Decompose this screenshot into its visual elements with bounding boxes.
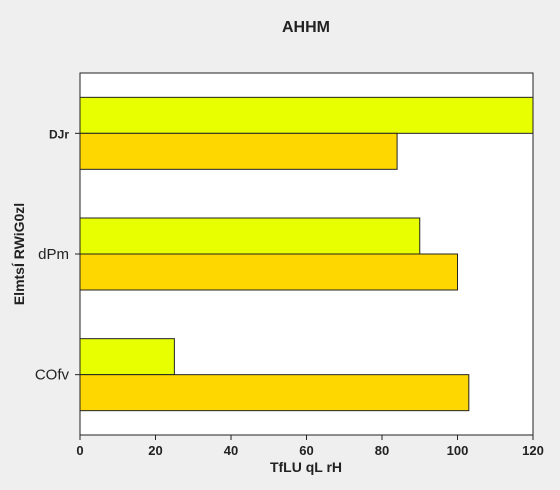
y-category-label: COfv <box>35 367 70 384</box>
x-tick-label: 0 <box>76 443 83 458</box>
bar-COfv-series-2 <box>79 374 470 412</box>
bar-dPm-series-2 <box>79 253 458 291</box>
y-category-label: DJr <box>49 127 69 141</box>
bar-DJr-series-2 <box>79 132 398 170</box>
bars-group <box>79 96 534 412</box>
bar-COfv-series-1 <box>79 338 175 376</box>
x-axis-label: TfLU qL rH <box>270 459 342 475</box>
x-tick-label: 40 <box>224 443 238 458</box>
x-tick-label: 100 <box>447 443 469 458</box>
bar-DJr-series-1 <box>79 96 534 134</box>
chart-title: AHHM <box>282 19 330 36</box>
x-axis-ticks: 0 20 40 60 80 100 120 <box>76 435 544 458</box>
x-tick-label: 60 <box>299 443 313 458</box>
y-axis-categories: DJr dPm COfv <box>35 127 80 384</box>
y-axis-label: ElmtsÍ RWiG0zl <box>11 203 27 305</box>
y-category-label: dPm <box>38 246 69 263</box>
x-tick-label: 80 <box>375 443 389 458</box>
bar-dPm-series-1 <box>79 217 421 255</box>
x-tick-label: 20 <box>148 443 162 458</box>
x-tick-label: 120 <box>522 443 544 458</box>
